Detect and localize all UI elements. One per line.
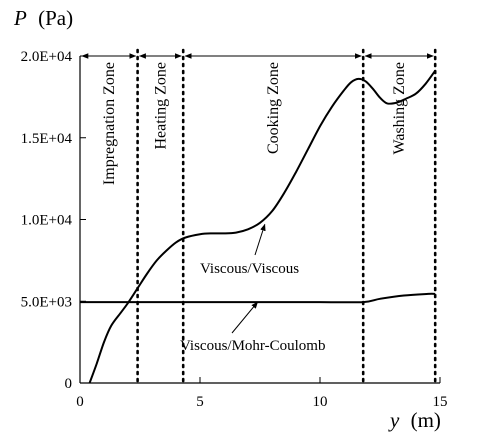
x-axis-symbol: y [388,408,400,432]
x-tick-label: 10 [313,394,328,410]
zone-label: Impregnation Zone [101,62,118,185]
annotation-viscous-mohr-coulomb: Viscous/Mohr-Coulomb [180,338,325,354]
zone-markers: Impregnation Zone Heating Zone Cooking Zon… [81,48,437,385]
y-tick-label: 1.0E+04 [21,213,73,229]
y-tick-label: 0 [65,376,73,392]
x-tick-label: 5 [196,394,204,410]
y-axis-unit: (Pa) [38,6,73,30]
annotations: Viscous/Viscous Viscous/Mohr-Coulomb [180,223,325,354]
zone-label: Washing Zone [391,62,408,154]
y-tick-label: 1.5E+04 [21,131,73,147]
series-lines [79,70,437,384]
y-tick-label: 2.0E+04 [21,49,73,65]
y-axis-title: P (Pa) [13,6,73,30]
annotation-arrow [254,223,266,256]
zone-label: Heating Zone [152,62,169,150]
x-tick-label: 15 [433,394,448,410]
annotation-arrow [231,301,259,334]
x-axis-unit: (m) [411,408,441,432]
y-tick-label: 5.0E+03 [21,294,72,310]
series-line-viscous-viscous [88,70,437,384]
x-tick-label: 0 [76,394,84,410]
zone-label: Cooking Zone [265,62,282,154]
y-axis-symbol: P [13,6,27,30]
series-line-viscous-mohr-coulomb [79,292,436,304]
annotation-viscous-viscous: Viscous/Viscous [200,261,299,277]
axis-ticks: 0 5.0E+03 1.0E+04 1.5E+04 2.0E+04 0 5 10 15 [21,49,448,410]
x-axis-title: y (m) [388,408,441,432]
